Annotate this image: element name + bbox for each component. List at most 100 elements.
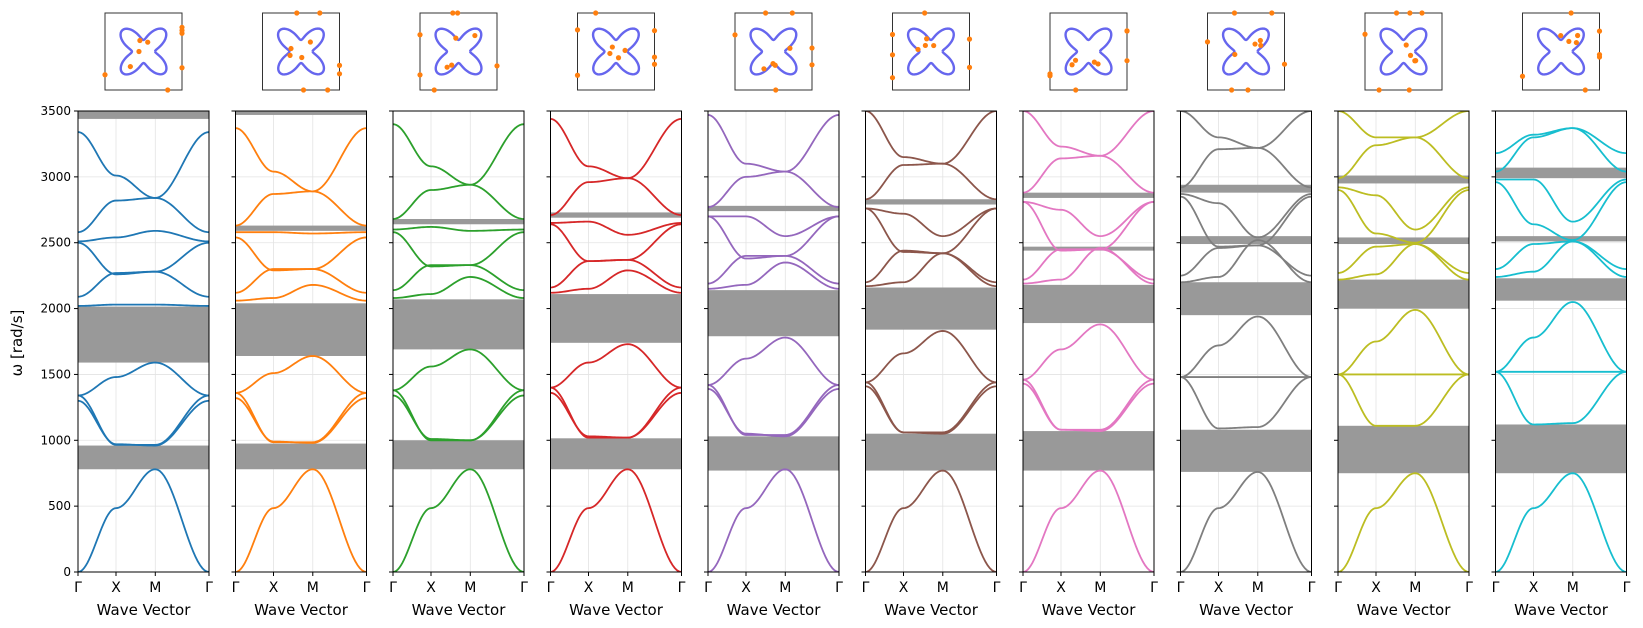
band-line (78, 131, 209, 199)
axes-frame (77, 110, 210, 573)
y-axis-ticks (1176, 110, 1181, 573)
bandgap-band (78, 445, 209, 470)
x-tick-label: X (741, 580, 751, 596)
inset-point (922, 10, 928, 16)
axes-frame (1495, 110, 1627, 573)
y-axis-ticks: 0 500 1000 1500 2000 2500 3000 3500 (40, 104, 78, 579)
inset-point (288, 45, 294, 52)
band-line (393, 468, 524, 572)
y-tick-label: 2000 (40, 302, 71, 316)
band-line (708, 468, 839, 572)
inset-point (472, 32, 478, 39)
y-tick-label: 1500 (40, 367, 71, 381)
axes-frame (707, 110, 840, 573)
x-tick-label: M (779, 580, 791, 596)
x-tick-label: M (622, 580, 634, 596)
band-line (1338, 243, 1469, 281)
inset-point (1407, 52, 1414, 58)
bandgap-band (1180, 236, 1312, 245)
unit-cell-shape-icon (262, 10, 343, 93)
inclusion-curve (1064, 27, 1113, 76)
band-line (235, 468, 367, 572)
x-tick-label: X (584, 580, 594, 596)
band-line (393, 389, 524, 442)
y-axis-ticks (231, 110, 236, 573)
y-axis-ticks (1019, 110, 1023, 573)
bandgap-band (708, 290, 839, 337)
bandgap-band (550, 212, 682, 218)
band-line (78, 399, 209, 447)
band-line (1338, 186, 1469, 231)
band-line (235, 190, 367, 227)
inset-point (773, 87, 779, 93)
y-axis-ticks (1491, 110, 1496, 573)
x-tick-label: M (1094, 580, 1106, 596)
x-axis-label: Wave Vector (727, 601, 822, 619)
panels: 0 500 1000 1500 2000 2500 3000 3500 Γ X M Γ Wave Vec… (40, 10, 1631, 619)
bandgap-band (708, 205, 839, 212)
band-line (1023, 200, 1154, 238)
inset-point (622, 47, 628, 54)
inset-point (127, 63, 133, 70)
inset-point (574, 27, 581, 33)
bandgaps (865, 199, 997, 471)
inclusion-curve (1221, 27, 1271, 76)
inset-point (922, 42, 928, 49)
inset-point (145, 39, 151, 45)
band-panel-5: Γ X M Γ Wave Vector (704, 10, 843, 619)
unit-cell-shape-icon (574, 10, 658, 91)
inset-point (1566, 38, 1572, 45)
band-line (550, 177, 682, 216)
band-lines (1023, 111, 1154, 572)
band-line (550, 386, 682, 439)
inset-point (1124, 58, 1130, 64)
x-tick-label: Γ (74, 580, 82, 596)
unit-cell-shape-icon (732, 10, 815, 93)
inset-point (294, 10, 300, 16)
inset-point (593, 10, 599, 16)
inset-frame (577, 12, 655, 91)
inset-point (137, 37, 143, 44)
inset-point (1573, 39, 1579, 46)
inset-point (1232, 51, 1238, 58)
inset-point (651, 28, 658, 34)
x-tick-label: Γ (547, 580, 555, 596)
inset-point (325, 87, 331, 93)
band-line (865, 162, 997, 201)
x-tick-label: X (426, 580, 436, 596)
inset-frame (104, 12, 183, 91)
inset-frame (1207, 12, 1285, 91)
band-line (1338, 243, 1469, 274)
bandgap-band (78, 306, 209, 363)
bandgap-band (1023, 284, 1154, 324)
x-tick-label: Γ (1492, 580, 1500, 596)
x-tick-label: Γ (678, 580, 686, 596)
bandgaps (708, 205, 839, 471)
band-line (1023, 323, 1154, 381)
inset-point (915, 46, 921, 53)
x-tick-label: Γ (205, 580, 213, 596)
axes-frame (235, 110, 367, 573)
band-panel-3: Γ X M Γ Wave Vector (389, 10, 528, 619)
band-line (1180, 111, 1312, 149)
band-line (1495, 240, 1627, 270)
bandgap-band (393, 219, 524, 225)
band-line (708, 261, 839, 290)
x-tick-label: Γ (389, 580, 397, 596)
band-line (1023, 111, 1154, 157)
band-line (235, 391, 367, 444)
band-line (78, 229, 209, 243)
band-line (865, 330, 997, 384)
x-tick-label: X (269, 580, 279, 596)
inclusion-curve (1536, 27, 1586, 76)
inset-point (1231, 10, 1238, 16)
inset-point (574, 72, 581, 78)
inset-point (1072, 57, 1079, 63)
band-line (78, 270, 209, 298)
unit-cell-shape-icon (417, 10, 500, 93)
band-line (1338, 136, 1469, 180)
band-lines (78, 131, 209, 572)
axes-frame (392, 110, 525, 573)
